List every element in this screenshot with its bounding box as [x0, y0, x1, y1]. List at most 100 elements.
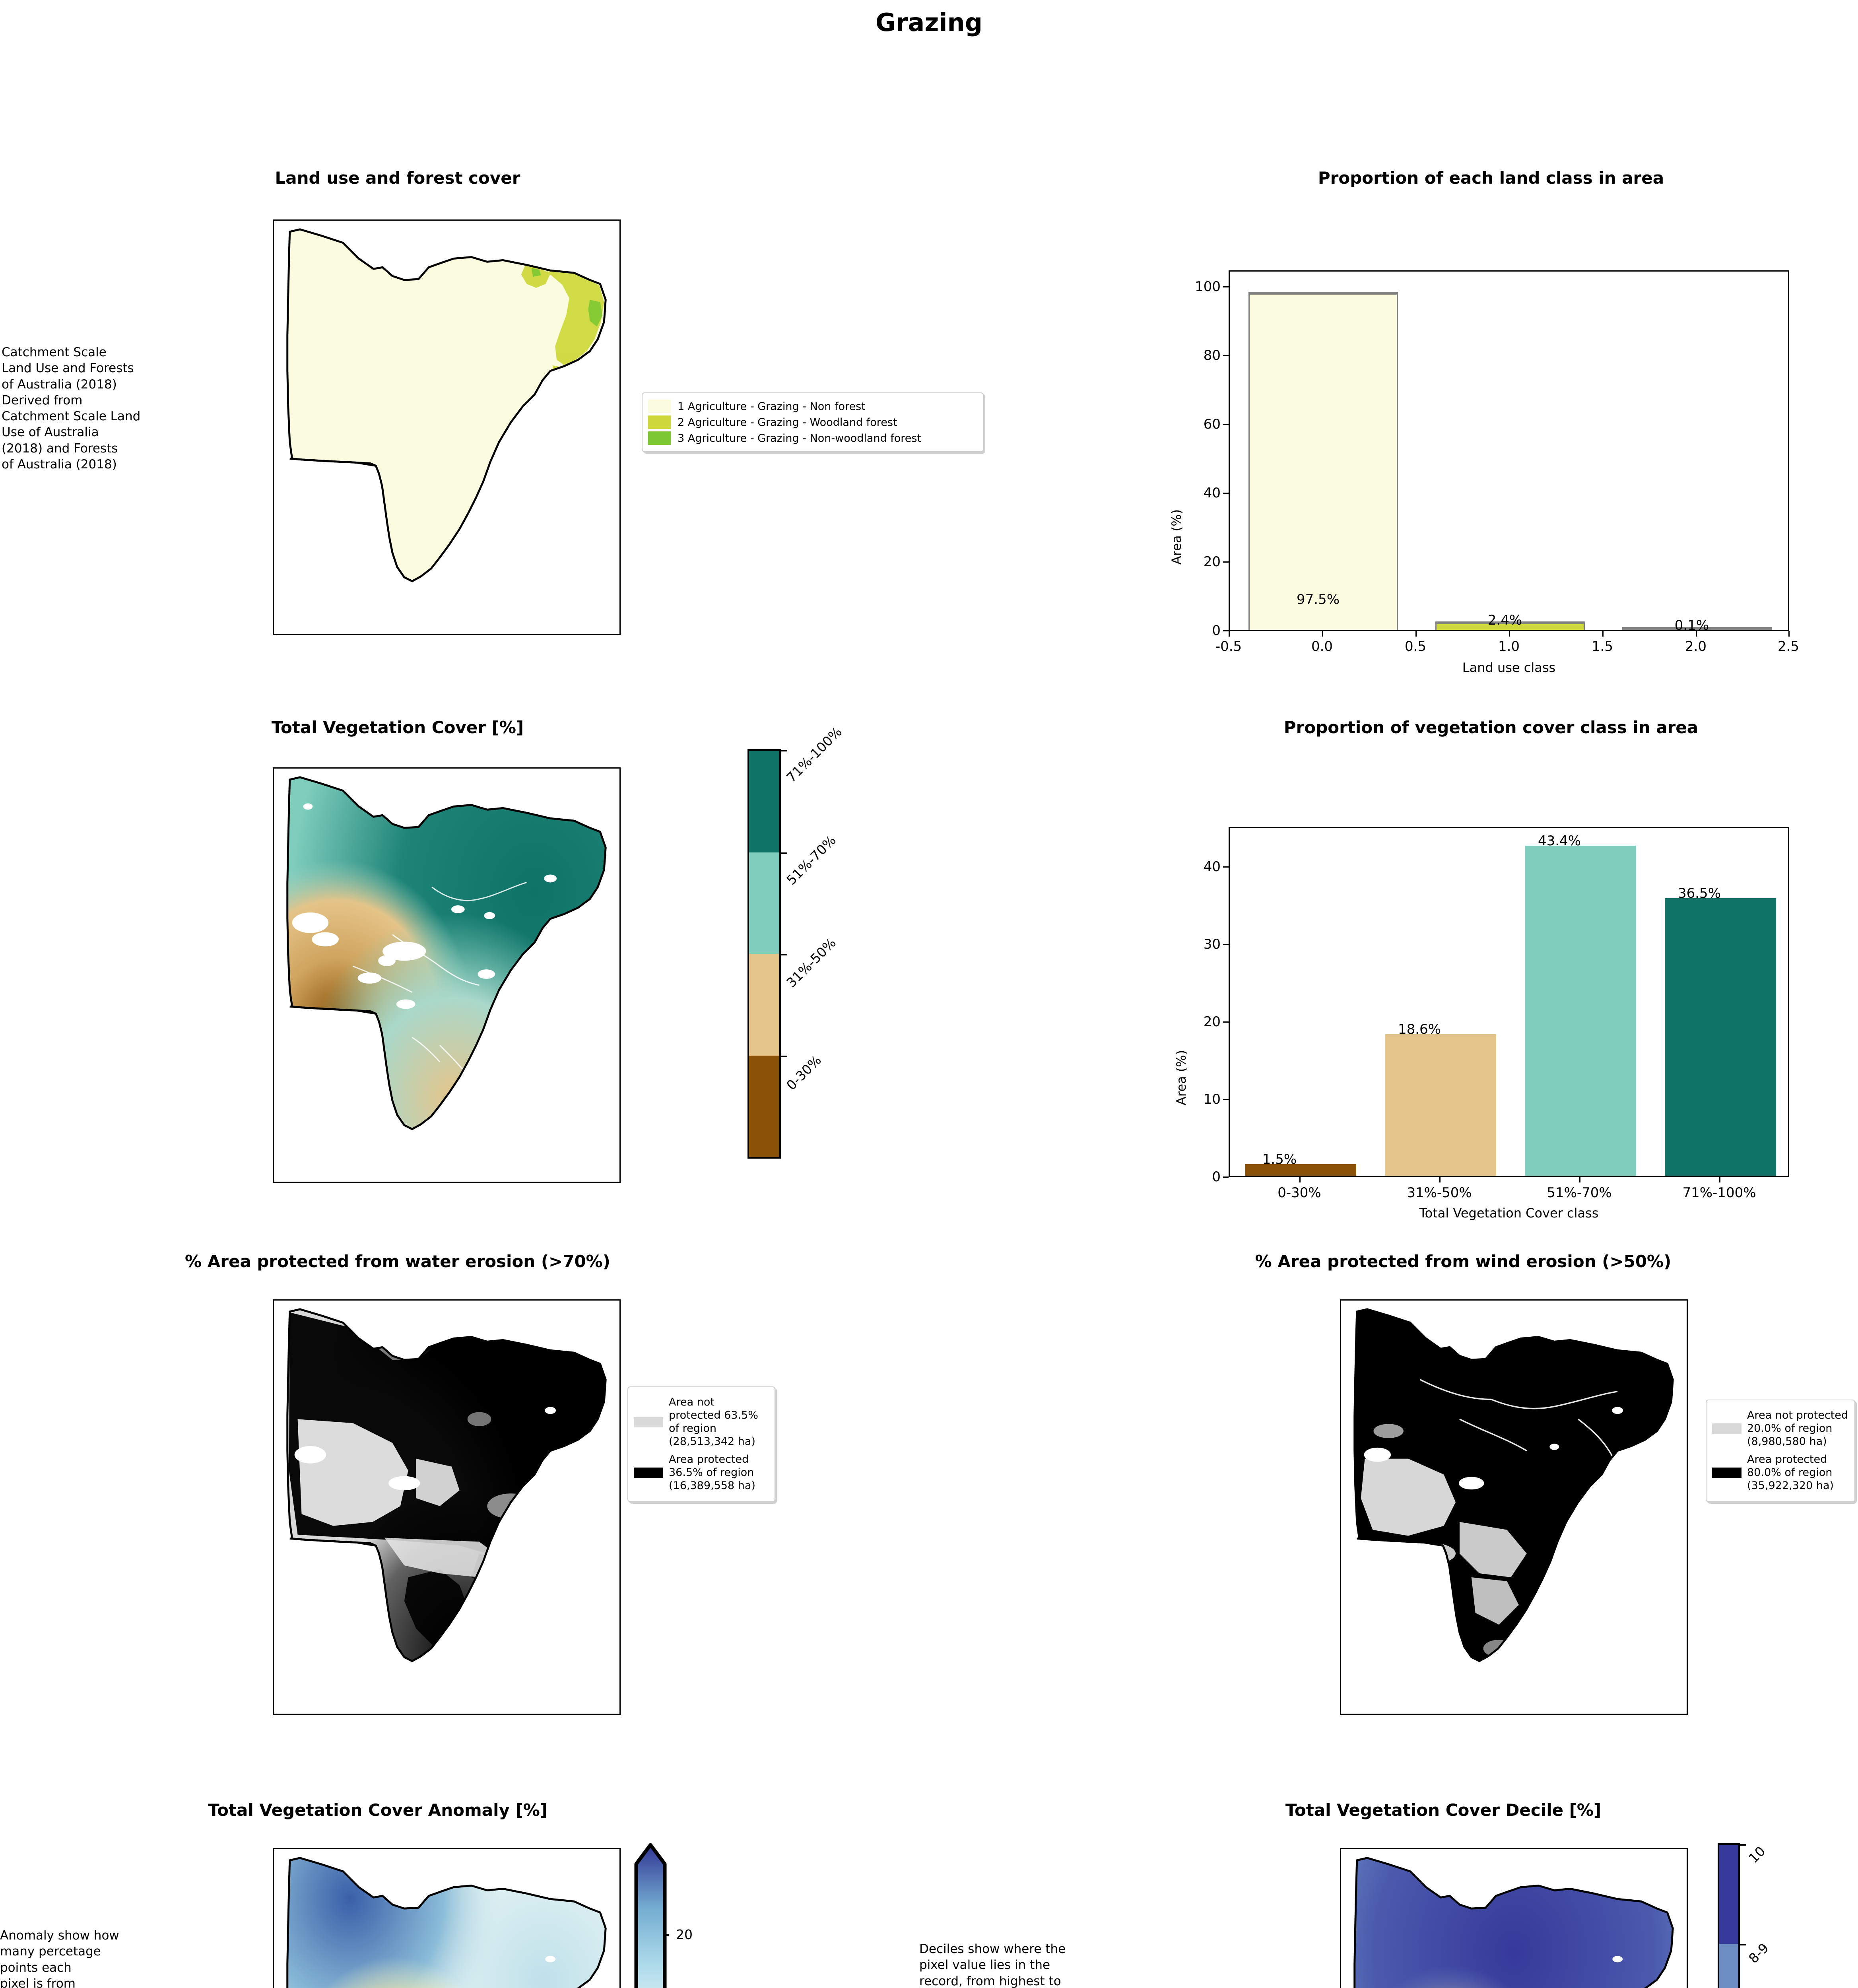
ytick-label: 80: [1203, 348, 1221, 363]
legend-label: 1 Agriculture - Grazing - Non forest: [678, 400, 866, 413]
xtick-label: 2.0: [1685, 639, 1707, 654]
vegcoverclass-chart-title: Proportion of vegetation cover class in …: [1283, 718, 1699, 737]
decile-region-shape: [1353, 1857, 1674, 1988]
legend-item: 3 Agriculture - Grazing - Non-woodland f…: [648, 431, 977, 445]
bar: [1385, 1034, 1496, 1176]
bar-value-label: 18.6%: [1398, 1021, 1441, 1037]
wind-erosion-map[interactable]: [1340, 1299, 1688, 1715]
ytick-label: 40: [1203, 859, 1221, 875]
bar: [1245, 1164, 1356, 1176]
ytick-label: 20: [1203, 554, 1221, 570]
cbar-segment: [749, 852, 779, 954]
legend-label: Area protected 80.0% of region (35,922,3…: [1747, 1453, 1834, 1492]
anomaly-map-title: Total Vegetation Cover Anomaly [%]: [208, 1800, 547, 1820]
vegcover-colorbar: [747, 749, 787, 1159]
bar-value-label: 0.1%: [1674, 617, 1709, 633]
xtick-label: 51%-70%: [1547, 1185, 1612, 1201]
landclass-chart: Area (%) 0 20 40 60 80 100 97.5% 2.4% 0.…: [1145, 215, 1829, 675]
ytick-label: 0: [1212, 1169, 1221, 1185]
legend-item: 2 Agriculture - Grazing - Woodland fores…: [648, 415, 977, 429]
legend-label: Area not protected 20.0% of region (8,98…: [1747, 1409, 1848, 1448]
ytick-label: 100: [1195, 279, 1221, 295]
ytick-label: 10: [1203, 1091, 1221, 1107]
cbar-label: 51%-70%: [783, 832, 839, 888]
vegcover-map[interactable]: [273, 767, 621, 1183]
legend-swatch: [1712, 1423, 1742, 1434]
xtick-label: 0-30%: [1277, 1185, 1321, 1201]
legend-swatch: [648, 400, 671, 413]
page-title: Grazing: [875, 8, 983, 37]
bar-value-label: 1.5%: [1262, 1151, 1297, 1167]
landuse-map-title: Land use and forest cover: [275, 168, 520, 188]
xtick-label: 1.0: [1498, 639, 1520, 654]
legend-label: 3 Agriculture - Grazing - Non-woodland f…: [678, 432, 922, 445]
cbar-label: 8-9: [1745, 1940, 1772, 1967]
cbar-label: 71%-100%: [783, 724, 845, 786]
bar: [1435, 621, 1585, 630]
xtick-label: 0.0: [1311, 639, 1333, 654]
landclass-chart-title: Proportion of each land class in area: [1318, 168, 1664, 188]
legend-swatch: [634, 1417, 663, 1427]
bar: [1665, 898, 1776, 1176]
xtick-label: 2.5: [1777, 639, 1800, 654]
xtick-label: 1.5: [1591, 639, 1613, 654]
legend-swatch: [634, 1468, 663, 1478]
legend-label: Area protected 36.5% of region (16,389,5…: [669, 1453, 755, 1492]
wind-erosion-map-title: % Area protected from wind erosion (>50%…: [1255, 1252, 1672, 1271]
cbar-segment: [749, 1055, 779, 1157]
anomaly-map[interactable]: [273, 1848, 621, 1988]
legend-label: 2 Agriculture - Grazing - Woodland fores…: [678, 416, 897, 429]
bar-value-label: 2.4%: [1487, 612, 1522, 628]
legend-item: 1 Agriculture - Grazing - Non forest: [648, 400, 977, 413]
bar: [1248, 292, 1398, 630]
vegcover-region-shape: [286, 776, 607, 1130]
legend-swatch: [648, 415, 671, 429]
ytick-label: 20: [1203, 1014, 1221, 1030]
decile-map[interactable]: [1340, 1848, 1688, 1988]
cbar-label: 31%-50%: [783, 935, 839, 991]
vegcoverclass-chart: Area (%) 0 10 20 30 40 1.5% 18.6% 43.4% …: [1145, 755, 1829, 1229]
anomaly-explanation-note: Anomaly show how many percetage points e…: [0, 1928, 119, 1988]
wind-erosion-region-shape: [1353, 1308, 1674, 1662]
xtick-label: 31%-50%: [1407, 1185, 1472, 1201]
cbar-label: 0-30%: [783, 1052, 824, 1093]
landclass-xlabel: Land use class: [1462, 660, 1556, 675]
vegcover-map-title: Total Vegetation Cover [%]: [271, 718, 524, 737]
anomaly-region-shape: [286, 1857, 607, 1988]
bar-value-label: 43.4%: [1538, 833, 1581, 849]
cbar-segment: [1719, 1845, 1738, 1944]
cbar-segment: [749, 954, 779, 1056]
bar-value-label: 36.5%: [1677, 885, 1721, 901]
bar: [1525, 846, 1636, 1176]
water-erosion-region-shape: [286, 1308, 607, 1662]
water-erosion-map[interactable]: [273, 1299, 621, 1715]
landuse-source-note: Catchment Scale Land Use and Forests of …: [2, 345, 141, 472]
xtick-label: 71%-100%: [1682, 1185, 1756, 1201]
landuse-map[interactable]: [273, 219, 621, 635]
ytick-label: 30: [1203, 936, 1221, 952]
xtick-label: 0.5: [1404, 639, 1427, 654]
landuse-map-legend: 1 Agriculture - Grazing - Non forest 2 A…: [642, 392, 984, 452]
wind-erosion-legend: Area not protected 20.0% of region (8,98…: [1706, 1400, 1855, 1502]
legend-item: Area not protected 63.5% of region (28,5…: [634, 1396, 769, 1448]
water-erosion-legend: Area not protected 63.5% of region (28,5…: [627, 1386, 775, 1502]
ytick-label: 60: [1203, 416, 1221, 432]
anomaly-colorbar: [634, 1843, 669, 1988]
legend-item: Area protected 80.0% of region (35,922,3…: [1712, 1453, 1849, 1493]
ytick-label: 0: [1212, 623, 1221, 639]
decile-explanation-note: Deciles show where the pixel value lies …: [919, 1942, 1066, 1988]
decile-colorbar: [1718, 1843, 1746, 1988]
vegclass-xlabel: Total Vegetation Cover class: [1419, 1206, 1599, 1221]
legend-swatch: [648, 431, 671, 445]
xtick-label: -0.5: [1215, 639, 1242, 654]
landuse-region-shape: [286, 228, 607, 582]
water-erosion-map-title: % Area protected from water erosion (>70…: [185, 1252, 610, 1271]
bar: [1622, 627, 1772, 630]
cbar-segment: [749, 751, 779, 852]
bar-value-label: 97.5%: [1296, 592, 1340, 608]
cbar-label: 10: [1745, 1843, 1769, 1866]
decile-map-title: Total Vegetation Cover Decile [%]: [1285, 1800, 1602, 1820]
cbar-segment: [1719, 1943, 1738, 1988]
legend-item: Area not protected 20.0% of region (8,98…: [1712, 1409, 1849, 1448]
ytick-label: 40: [1203, 485, 1221, 501]
